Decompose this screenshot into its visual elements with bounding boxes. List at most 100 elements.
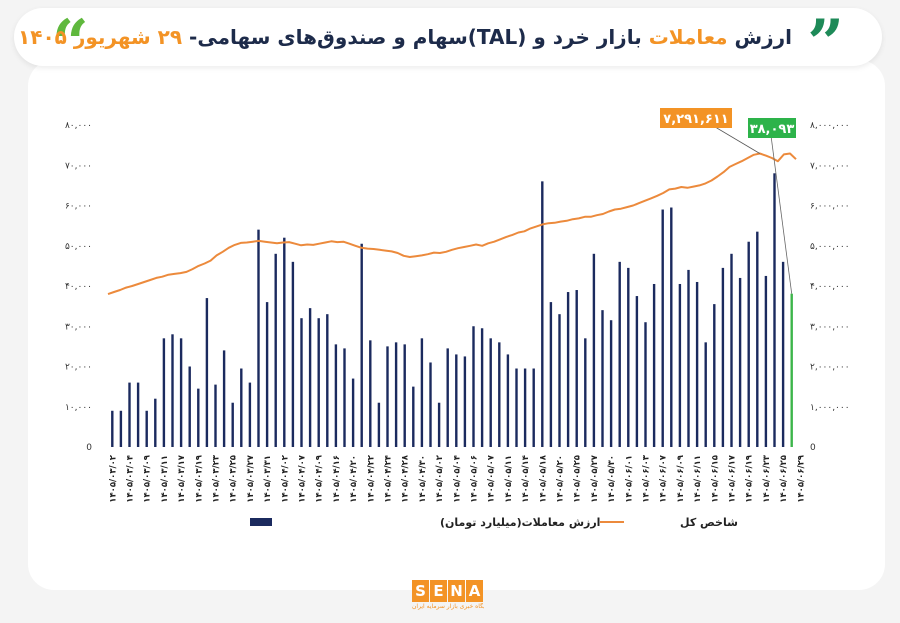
bar xyxy=(644,322,647,447)
bar xyxy=(549,302,553,447)
bar xyxy=(489,338,492,447)
x-tick-label: ۱۴۰۵/۰۳/۳۱ xyxy=(263,455,273,503)
bar xyxy=(575,290,578,447)
bar xyxy=(635,296,639,447)
x-tick-label: ۱۴۰۵/۰۴/۲۸ xyxy=(401,454,411,503)
y-left-tick-label: ۱۰,۰۰۰ xyxy=(65,403,92,413)
logo-letter-s: S xyxy=(412,580,429,602)
bar xyxy=(283,237,286,447)
bar xyxy=(377,402,381,447)
chart-title: ارزش معاملات بازار خرد و (TAL)سهام و صند… xyxy=(18,21,793,53)
y-right-tick-label: ۸,۰۰۰,۰۰۰ xyxy=(810,121,850,131)
bar xyxy=(205,298,209,447)
bar xyxy=(678,283,682,447)
bar xyxy=(265,302,269,447)
bar xyxy=(747,241,750,447)
x-tick-label: ۱۴۰۵/۰۵/۲۷ xyxy=(590,454,600,503)
x-tick-label: ۱۴۰۵/۰۵/۱۴ xyxy=(521,455,531,503)
bar xyxy=(403,344,406,447)
bar xyxy=(274,253,277,447)
y-left-tick-label: 0 xyxy=(86,443,92,453)
bar xyxy=(515,368,518,447)
bar xyxy=(386,346,389,447)
y-left-tick-label: ۸۰,۰۰۰ xyxy=(65,121,92,131)
x-tick-label: ۱۴۰۵/۰۶/۰۳ xyxy=(642,454,652,503)
bar xyxy=(781,261,785,447)
bar xyxy=(369,340,372,447)
bar xyxy=(351,378,355,447)
bar xyxy=(695,281,699,447)
bar xyxy=(240,368,243,447)
x-tick-label: ۱۴۰۵/۰۵/۰۲ xyxy=(435,454,445,503)
bar xyxy=(463,356,467,447)
y-left-tick-label: ۲۰,۰۰۰ xyxy=(65,363,92,373)
title-part-1: ارزش xyxy=(727,25,793,49)
bar xyxy=(627,267,630,447)
bar xyxy=(472,326,475,447)
bar xyxy=(541,181,544,447)
callout-value-label: ۳۸,۰۹۳ xyxy=(750,122,795,137)
x-tick-label: ۱۴۰۵/۰۳/۰۲ xyxy=(108,454,118,503)
x-tick-label: ۱۴۰۵/۰۴/۲۰ xyxy=(349,455,359,503)
y-left-tick-label: ۴۰,۰۰۰ xyxy=(65,282,92,292)
bar xyxy=(687,269,690,447)
y-left-tick-label: ۷۰,۰۰۰ xyxy=(65,161,92,171)
x-tick-label: ۱۴۰۵/۰۴/۰۷ xyxy=(298,454,308,503)
bar xyxy=(429,362,432,447)
x-tick-label: ۱۴۰۵/۰۶/۰۱ xyxy=(624,455,634,503)
x-tick-label: ۱۴۰۵/۰۴/۰۹ xyxy=(315,454,325,503)
x-tick-label: ۱۴۰۵/۰۶/۲۵ xyxy=(779,455,789,503)
bar xyxy=(308,308,312,447)
bar xyxy=(291,261,295,447)
x-tick-label: ۱۴۰۵/۰۵/۱۸ xyxy=(538,454,548,503)
bar xyxy=(111,410,114,447)
bar xyxy=(566,292,570,447)
x-tick-label: ۱۴۰۵/۰۴/۳۰ xyxy=(418,455,428,503)
bar xyxy=(756,231,759,447)
legend-line-label: شاخص کل xyxy=(680,516,738,529)
bar xyxy=(171,334,174,447)
bar xyxy=(119,410,123,447)
bar xyxy=(764,275,768,447)
bar xyxy=(231,402,234,447)
y-left-tick-label: ۵۰,۰۰۰ xyxy=(65,242,92,252)
logo-subtitle: پایگاه خبری بازار سرمایه ایران xyxy=(412,603,484,610)
x-tick-label: ۱۴۰۵/۰۶/۰۹ xyxy=(676,454,686,503)
bar xyxy=(145,410,148,447)
x-tick-label: ۱۴۰۵/۰۳/۰۹ xyxy=(143,454,153,503)
bar xyxy=(420,338,424,447)
open-quote-icon: “ xyxy=(52,6,89,81)
x-tick-label: ۱۴۰۵/۰۵/۰۷ xyxy=(487,454,497,503)
bar xyxy=(248,382,252,447)
sena-logo: S E N A xyxy=(412,580,484,602)
y-left-tick-label: ۶۰,۰۰۰ xyxy=(65,202,92,212)
x-tick-label: ۱۴۰۵/۰۴/۱۶ xyxy=(332,455,342,503)
x-tick-label: ۱۴۰۵/۰۶/۲۳ xyxy=(762,454,772,503)
logo-letter-e: E xyxy=(430,580,447,602)
bar xyxy=(670,207,673,447)
x-tick-label: ۱۴۰۵/۰۳/۲۳ xyxy=(212,454,222,503)
x-tick-label: ۱۴۰۵/۰۴/۲۴ xyxy=(384,455,394,503)
x-tick-label: ۱۴۰۵/۰۶/۱۹ xyxy=(745,454,755,503)
x-tick-label: ۱۴۰۵/۰۳/۲۷ xyxy=(246,454,256,503)
bar-last xyxy=(790,293,793,447)
x-tick-label: ۱۴۰۵/۰۵/۰۴ xyxy=(452,455,462,503)
title-bar: “ ارزش معاملات بازار خرد و (TAL)سهام و ص… xyxy=(14,8,882,76)
bar xyxy=(584,338,587,447)
x-tick-label: ۱۴۰۵/۰۳/۱۹ xyxy=(194,454,204,503)
x-tick-label: ۱۴۰۵/۰۶/۲۹ xyxy=(796,454,806,503)
bar xyxy=(257,229,260,447)
bar xyxy=(394,342,398,447)
bar xyxy=(326,314,329,447)
x-tick-label: ۱۴۰۵/۰۳/۲۵ xyxy=(229,455,239,503)
bar xyxy=(506,354,510,447)
x-tick-label: ۱۴۰۵/۰۵/۰۶ xyxy=(470,455,480,503)
bar xyxy=(773,173,776,448)
bar xyxy=(188,366,191,447)
y-right-tick-label: ۲,۰۰۰,۰۰۰ xyxy=(810,363,850,373)
callout-index-box xyxy=(660,108,732,128)
callout-value-leader xyxy=(769,127,793,294)
legend-bar-swatch xyxy=(250,518,272,526)
bar xyxy=(222,350,226,447)
